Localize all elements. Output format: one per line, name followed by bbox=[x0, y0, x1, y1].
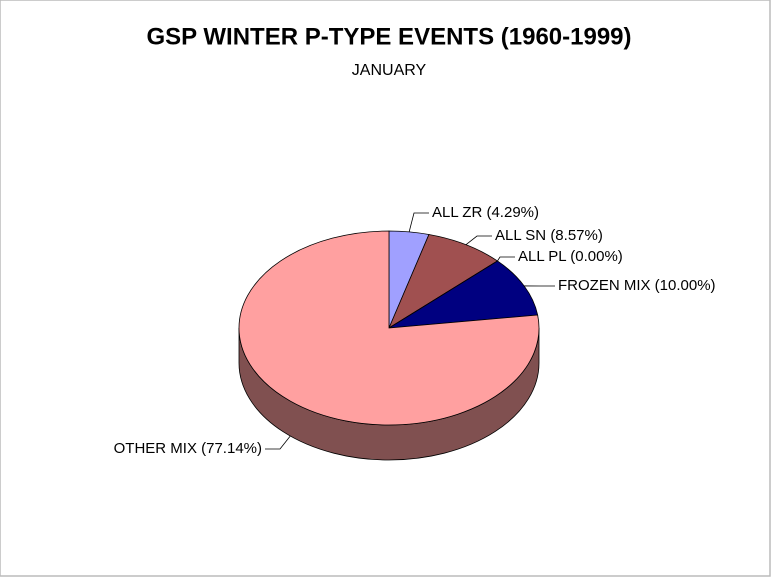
slice-label-name: ALL SN bbox=[495, 227, 546, 244]
chart-subtitle: JANUARY bbox=[352, 62, 427, 79]
slice-label-name: OTHER MIX bbox=[114, 440, 197, 457]
slice-label-value: (0.00%) bbox=[570, 248, 623, 265]
pie-slice bbox=[238, 230, 540, 426]
leader-line bbox=[265, 435, 291, 450]
slice-label-name: FROZEN MIX bbox=[558, 277, 651, 294]
slice-label-name: ALL ZR bbox=[432, 204, 482, 221]
leader-line bbox=[465, 235, 492, 246]
slice-label: FROZEN MIX (10.00%) bbox=[558, 277, 716, 294]
leader-line bbox=[497, 256, 515, 262]
slice-label: ALL PL (0.00%) bbox=[518, 248, 623, 265]
slice-label: ALL ZR (4.29%) bbox=[432, 204, 539, 221]
slice-label-value: (77.14%) bbox=[201, 440, 262, 457]
slice-label: ALL SN (8.57%) bbox=[495, 227, 603, 244]
slice-label-value: (10.00%) bbox=[655, 277, 716, 294]
slice-label-value: (8.57%) bbox=[550, 227, 603, 244]
slice-label-name: ALL PL bbox=[518, 248, 566, 265]
leader-line bbox=[408, 212, 429, 232]
slice-label-value: (4.29%) bbox=[486, 204, 539, 221]
slice-label: OTHER MIX (77.14%) bbox=[114, 440, 262, 457]
chart-title: GSP WINTER P-TYPE EVENTS (1960-1999) bbox=[146, 23, 631, 50]
